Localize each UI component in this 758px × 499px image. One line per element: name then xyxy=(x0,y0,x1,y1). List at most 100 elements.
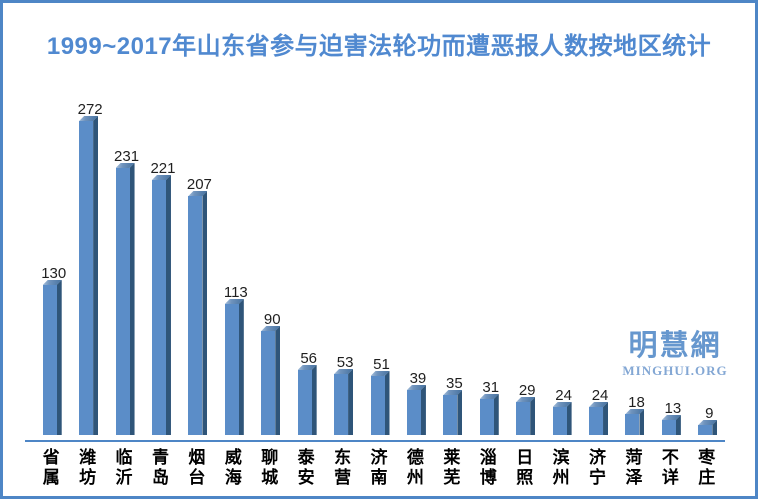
bar-column: 272 xyxy=(69,81,105,435)
bar-value-label: 24 xyxy=(591,386,609,404)
bar-value-label: 35 xyxy=(446,374,463,392)
bar xyxy=(479,399,494,435)
bar-value-label: 53 xyxy=(336,353,354,371)
bar-value-label: 272 xyxy=(77,100,103,118)
bar xyxy=(661,420,676,435)
bar-column: 13 xyxy=(652,81,688,435)
x-axis-label: 济南 xyxy=(361,448,397,488)
x-axis-label-char: 安 xyxy=(297,468,315,488)
minghui-domain-text: MINGHUI.ORG xyxy=(622,363,728,378)
x-axis-label-char: 烟 xyxy=(188,448,206,467)
plot-area: 130 272 231 221 207 113 90 56 53 51 39 35 31 29 24 24 18… xyxy=(33,81,725,435)
x-axis-label: 不详 xyxy=(652,448,688,488)
bar-column: 29 xyxy=(506,81,542,435)
x-axis-label-char: 庄 xyxy=(698,468,716,488)
bar-value-label: 9 xyxy=(705,404,714,422)
bar xyxy=(224,304,239,435)
x-axis-label-char: 沂 xyxy=(115,468,133,488)
bar-column: 31 xyxy=(470,81,506,435)
x-axis-label: 东营 xyxy=(324,448,360,488)
x-axis-label-char: 滨 xyxy=(552,448,570,467)
bar-value-label: 13 xyxy=(664,399,682,417)
bar-value-label: 207 xyxy=(186,175,212,193)
bar-column: 56 xyxy=(288,81,324,435)
x-axis-label: 烟台 xyxy=(179,448,215,488)
bar-value-label: 130 xyxy=(41,264,67,282)
x-axis-line xyxy=(25,440,725,442)
bar xyxy=(406,390,421,435)
bar xyxy=(443,395,458,435)
x-axis-label-char: 青 xyxy=(151,448,169,467)
x-axis-label-char: 台 xyxy=(188,468,206,488)
x-axis-label: 滨州 xyxy=(543,448,579,488)
x-axis-label: 菏泽 xyxy=(616,448,652,488)
bar xyxy=(625,414,640,435)
bar-column: 231 xyxy=(106,81,142,435)
x-axis-label: 莱芜 xyxy=(434,448,470,488)
minghui-watermark: 明慧網 MINGHUI.ORG xyxy=(606,332,744,379)
x-axis-label: 聊城 xyxy=(252,448,288,488)
bar-value-label: 39 xyxy=(409,369,427,387)
x-axis-label-char: 威 xyxy=(224,448,242,467)
bar-column: 24 xyxy=(543,81,579,435)
bar-value-label: 18 xyxy=(628,393,645,411)
bar xyxy=(151,180,166,435)
x-axis-label-char: 枣 xyxy=(698,448,716,467)
bar xyxy=(79,121,94,435)
bar-value-label: 231 xyxy=(114,147,140,165)
bar xyxy=(334,374,349,435)
bar-value-label: 51 xyxy=(373,355,390,373)
x-axis-label: 枣庄 xyxy=(689,448,725,488)
x-axis-label: 日照 xyxy=(506,448,542,488)
bar-column: 113 xyxy=(215,81,251,435)
x-axis-label: 德州 xyxy=(397,448,433,488)
bar-column: 35 xyxy=(434,81,470,435)
x-axis-label-char: 济 xyxy=(589,448,607,467)
bar xyxy=(188,196,203,435)
bar-column: 207 xyxy=(179,81,215,435)
bar xyxy=(115,168,130,435)
bar xyxy=(42,285,57,435)
x-axis-label: 泰安 xyxy=(288,448,324,488)
x-axis-label-char: 淄 xyxy=(479,448,497,467)
x-axis-label: 济宁 xyxy=(579,448,615,488)
bar-column: 51 xyxy=(361,81,397,435)
x-axis-label: 威海 xyxy=(215,448,251,488)
x-axis-label-char: 城 xyxy=(261,468,279,488)
x-axis-label-char: 海 xyxy=(224,468,242,488)
x-axis-label-char: 省 xyxy=(42,448,60,467)
bar-column: 221 xyxy=(142,81,178,435)
bar xyxy=(589,407,604,435)
x-axis-label-char: 州 xyxy=(552,468,570,488)
x-axis-label-char: 泰 xyxy=(297,448,315,467)
x-axis-label: 省属 xyxy=(33,448,69,488)
x-axis-label-char: 菏 xyxy=(625,448,643,467)
chart-title: 1999~2017年山东省参与迫害法轮功而遭恶报人数按地区统计 xyxy=(46,33,712,60)
x-axis-label: 青岛 xyxy=(142,448,178,488)
bar-column: 18 xyxy=(616,81,652,435)
x-axis-label-char: 宁 xyxy=(589,468,607,488)
bar-column: 39 xyxy=(397,81,433,435)
x-axis-labels: 省属潍坊临沂青岛烟台威海聊城泰安东营济南德州莱芜淄博日照滨州济宁菏泽不详枣庄 xyxy=(33,448,725,488)
bar-value-label: 31 xyxy=(482,378,500,396)
bar xyxy=(516,402,531,435)
x-axis-label-char: 博 xyxy=(479,468,497,488)
bar-column: 24 xyxy=(579,81,615,435)
bar xyxy=(370,376,385,435)
x-axis-label-char: 济 xyxy=(370,448,388,467)
x-axis-label: 潍坊 xyxy=(69,448,105,488)
bar xyxy=(297,370,312,435)
x-axis-label-char: 岛 xyxy=(151,468,169,488)
bar-value-label: 24 xyxy=(555,386,572,404)
minghui-logo-text: 明慧網 xyxy=(628,330,722,362)
x-axis-label: 淄博 xyxy=(470,448,506,488)
bar-column: 130 xyxy=(33,81,69,435)
x-axis-label-char: 照 xyxy=(516,468,534,488)
x-axis-label-char: 详 xyxy=(661,468,679,488)
bar xyxy=(552,407,567,435)
x-axis-label-char: 德 xyxy=(406,448,424,467)
x-axis-label-char: 日 xyxy=(516,448,534,467)
x-axis-label-char: 坊 xyxy=(79,468,97,488)
x-axis-label-char: 营 xyxy=(334,468,352,488)
